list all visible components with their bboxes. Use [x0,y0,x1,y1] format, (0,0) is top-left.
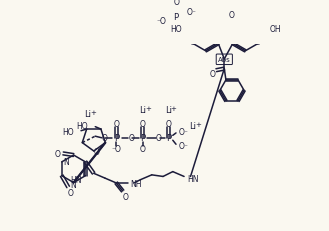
Text: Abs: Abs [218,57,231,63]
Text: Li: Li [165,106,172,115]
Text: O: O [156,134,162,143]
Text: HO: HO [62,128,74,137]
Text: O⁻: O⁻ [178,142,188,151]
Text: P: P [114,134,119,143]
Text: O⁻: O⁻ [187,8,196,17]
Text: ⁻O: ⁻O [111,144,121,153]
Text: O: O [229,11,235,20]
Text: +: + [171,105,177,111]
Text: Li: Li [85,109,91,119]
Text: NH: NH [131,179,142,188]
FancyBboxPatch shape [216,55,232,65]
Text: O: O [68,188,73,197]
Text: P: P [140,134,145,143]
Text: O: O [140,144,146,153]
Text: +: + [195,122,201,128]
Text: O⁻: O⁻ [178,127,188,136]
Text: P: P [174,12,179,21]
Text: HN: HN [70,176,82,185]
Text: Li: Li [139,106,146,115]
Text: O: O [166,119,172,128]
Text: HN: HN [187,174,199,183]
Text: O: O [55,149,60,158]
Text: HO: HO [76,121,88,130]
Text: Li: Li [190,122,196,131]
Text: O: O [140,119,146,128]
Text: OH: OH [269,25,281,34]
Text: O: O [102,134,108,143]
Text: P: P [166,134,171,143]
Text: HO: HO [170,25,182,34]
Text: +: + [90,109,96,116]
Text: O: O [173,0,179,7]
Text: O: O [94,148,100,157]
Text: ⁻O: ⁻O [157,17,166,25]
Text: N: N [63,158,69,167]
Text: O: O [122,192,128,201]
Text: N: N [71,181,76,190]
Text: O: O [210,70,216,79]
Text: O: O [129,134,135,143]
Text: O: O [113,119,119,128]
Text: +: + [145,105,151,111]
